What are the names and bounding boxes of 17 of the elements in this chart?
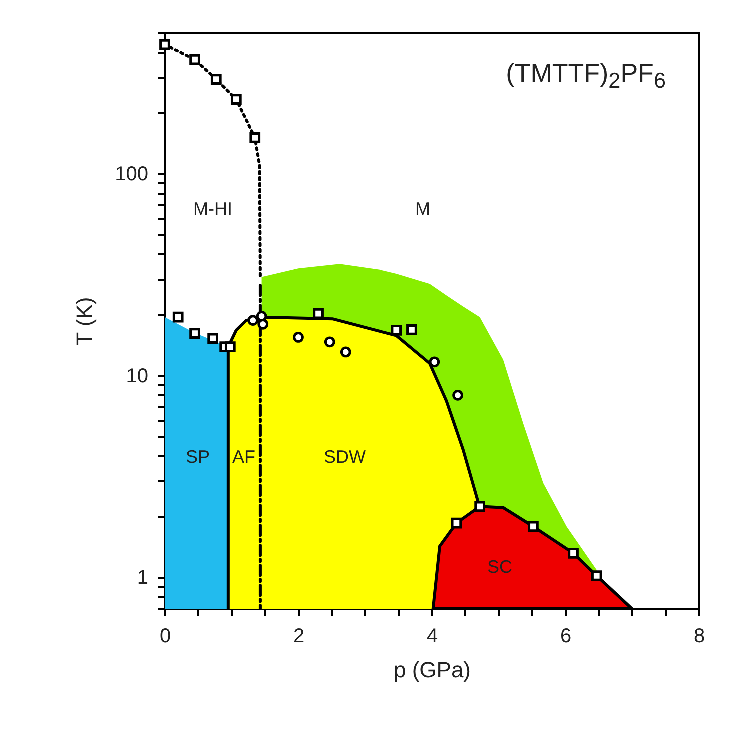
y-tick-label: 100 (115, 164, 148, 186)
annotation: SDW (324, 447, 366, 467)
x-tick-label: 4 (426, 626, 438, 648)
text: (TMTTF)$_{2}$PF$_{6}$ (506, 58, 666, 94)
x-tick-label: 2 (293, 626, 305, 648)
x-tick-label: 8 (694, 626, 706, 648)
y-tick-label: 10 (126, 365, 148, 388)
x-axis-title: p (GPa) (394, 658, 472, 682)
annotation: AF (232, 447, 256, 467)
annotation: SP (186, 447, 210, 467)
y-tick-label: 1 (137, 567, 148, 590)
annotation: M-HI (194, 199, 232, 219)
x-tick-label: 6 (560, 626, 572, 648)
annotation: SC (487, 557, 513, 577)
x-tick-label: 0 (160, 626, 172, 648)
y-axis-title: T (K) (72, 297, 98, 346)
annotation: M (416, 199, 430, 219)
